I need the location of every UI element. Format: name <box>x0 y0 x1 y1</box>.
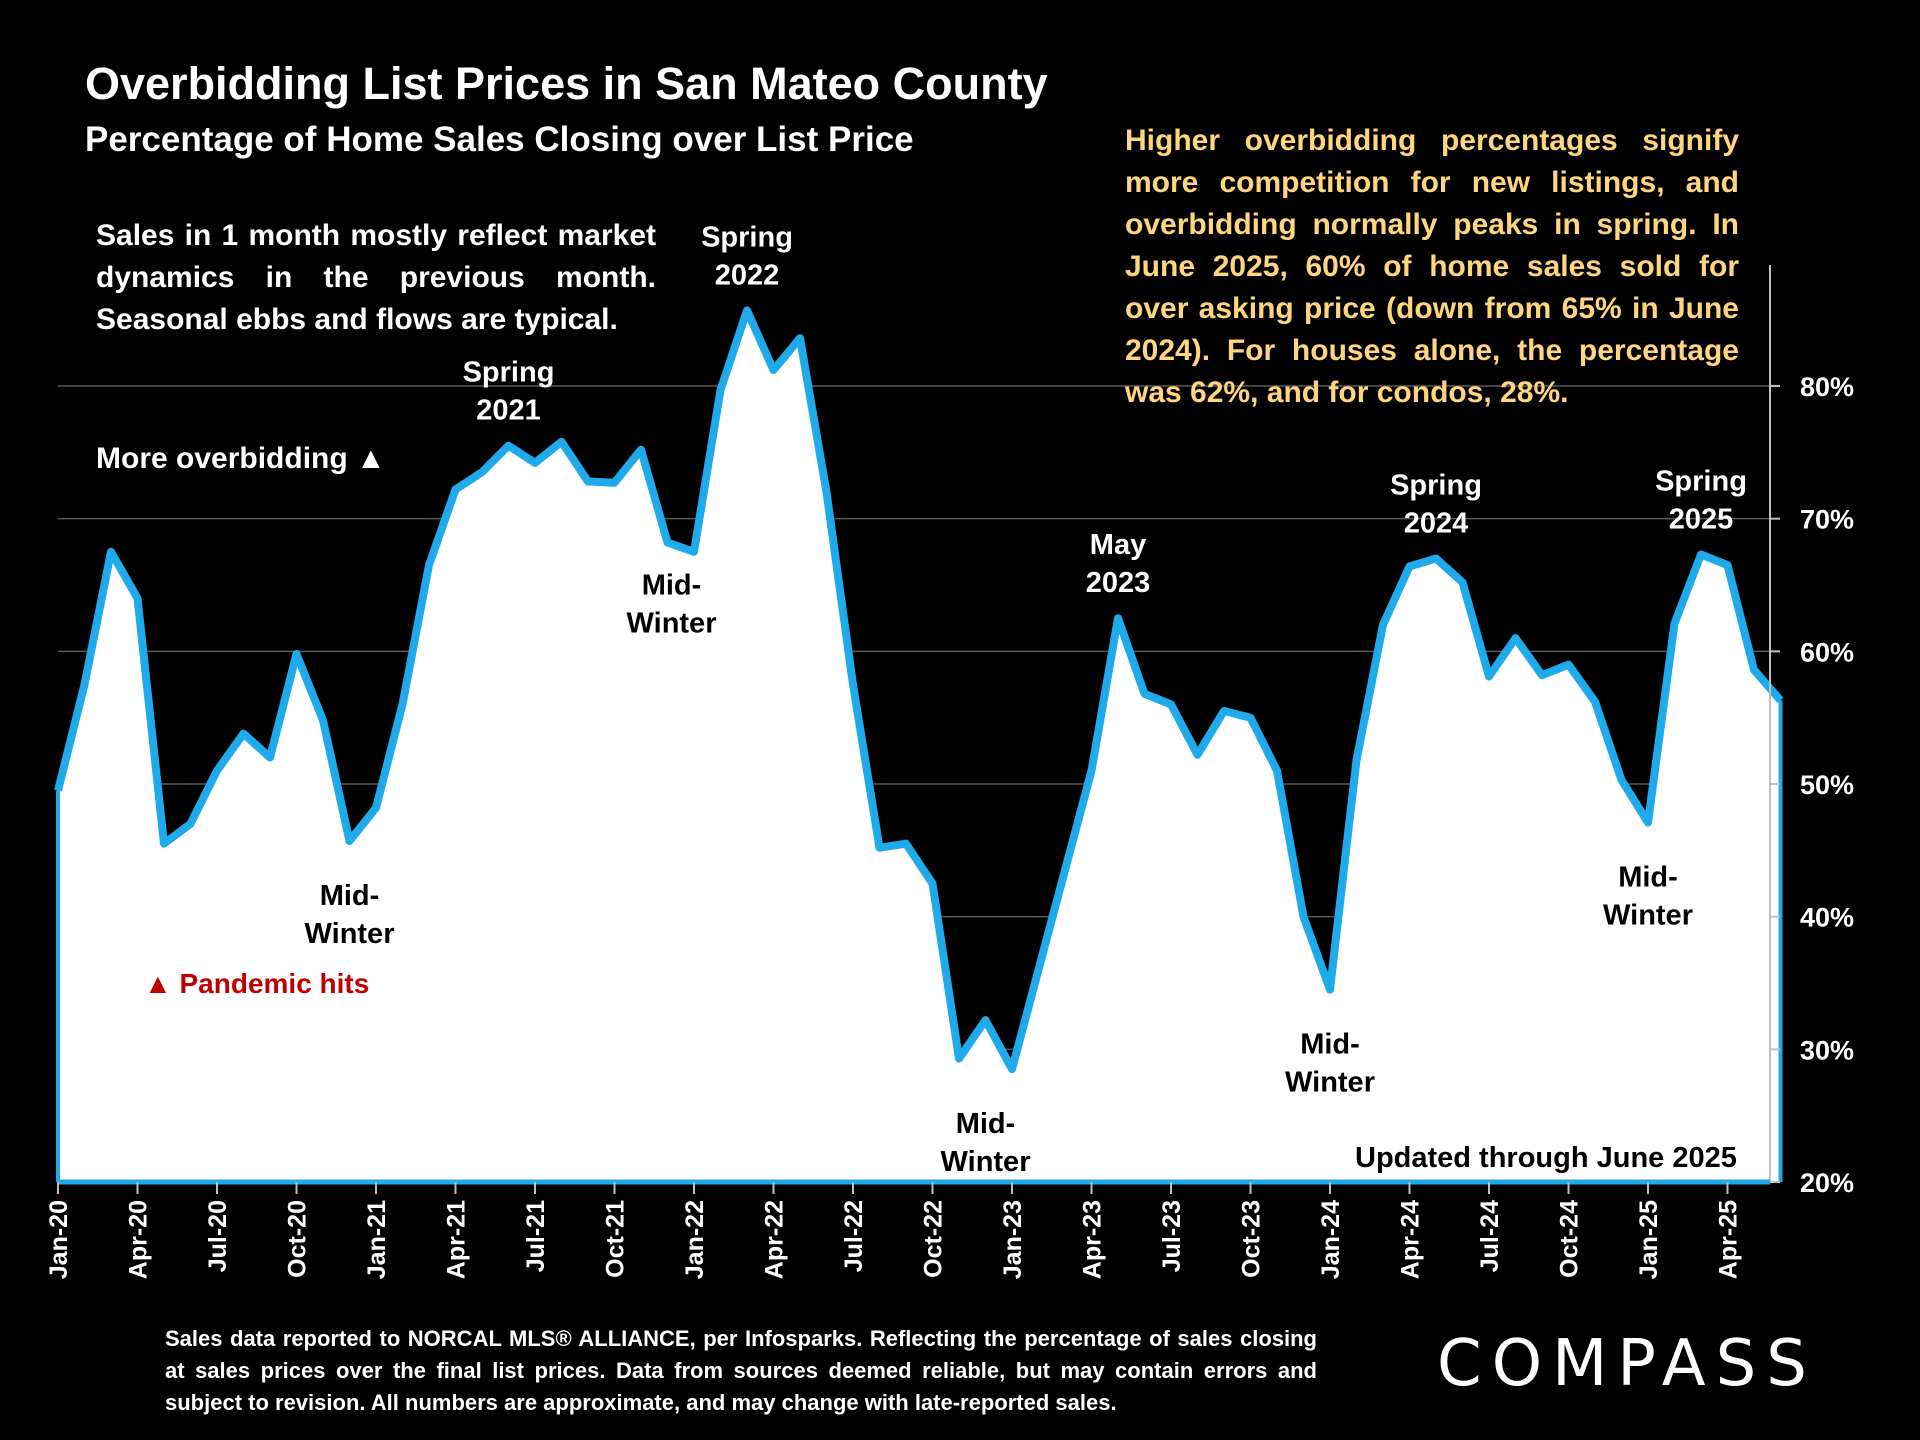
period-label: Mid- Winter <box>305 880 395 950</box>
x-tick-label: Apr-23 <box>1079 1200 1107 1279</box>
period-label: Spring 2021 <box>463 357 555 427</box>
chart-title: Overbidding List Prices in San Mateo Cou… <box>85 58 1048 109</box>
x-tick-label: Apr-25 <box>1715 1200 1743 1279</box>
y-tick-label: 30% <box>1800 1035 1854 1065</box>
x-tick-label: Oct-23 <box>1238 1200 1266 1278</box>
x-tick-label: Apr-22 <box>761 1200 789 1279</box>
x-tick-label: Apr-24 <box>1397 1200 1425 1279</box>
y-tick-labels: 20% 30% 40% 50% 60% 70% 80% <box>1770 372 1854 1198</box>
period-label-line: Mid- <box>642 570 702 602</box>
period-label-line: 2022 <box>715 259 780 291</box>
series-line <box>54 306 1784 1074</box>
y-tick-label: 60% <box>1800 637 1854 667</box>
period-label-line: 2025 <box>1669 503 1734 535</box>
period-label: Mid- Winter <box>627 570 717 640</box>
period-label-line: Mid- <box>320 880 380 912</box>
period-label-line: Spring <box>1655 465 1747 497</box>
period-label-line: Mid- <box>956 1108 1016 1140</box>
period-label: Spring 2022 <box>701 221 793 291</box>
period-label-line: Spring <box>463 357 555 389</box>
x-tick-label: Jan-21 <box>363 1200 391 1279</box>
period-label: Mid- Winter <box>941 1108 1031 1178</box>
market-dynamics-note: Sales in 1 month mostly reflect market d… <box>96 219 656 336</box>
period-label-line: Mid- <box>1618 861 1678 893</box>
period-label-line: Winter <box>1285 1067 1375 1099</box>
x-tick-label: Oct-20 <box>284 1200 312 1278</box>
x-tick-label: Apr-21 <box>443 1200 471 1279</box>
x-tick-label: Oct-22 <box>920 1200 948 1278</box>
compass-logo: COMPASS <box>1437 1327 1817 1401</box>
period-label-line: May <box>1090 529 1146 561</box>
y-tick-label: 80% <box>1800 372 1854 402</box>
x-tick-label: Jul-24 <box>1476 1200 1504 1272</box>
x-tick-label: Jan-22 <box>681 1200 709 1279</box>
area-fill <box>58 310 1781 1182</box>
overbidding-commentary: Higher overbidding percentages signify m… <box>1125 124 1739 409</box>
period-label-line: Winter <box>941 1146 1031 1178</box>
y-tick-label: 20% <box>1800 1168 1854 1198</box>
x-tick-label: Oct-21 <box>602 1200 630 1278</box>
updated-through-label: Updated through June 2025 <box>1355 1142 1737 1174</box>
pandemic-label: ▲ Pandemic hits <box>144 968 370 999</box>
period-label: Spring 2025 <box>1655 465 1747 535</box>
x-tick-label: Jan-24 <box>1317 1200 1345 1279</box>
period-label: May 2023 <box>1086 529 1151 599</box>
x-tick-label: Jan-25 <box>1635 1200 1663 1279</box>
period-label-line: 2023 <box>1086 567 1151 599</box>
period-label: Mid- Winter <box>1603 861 1693 931</box>
source-footnote: Sales data reported to NORCAL MLS® ALLIA… <box>165 1326 1317 1415</box>
period-label-line: 2024 <box>1404 507 1469 539</box>
chart-subtitle: Percentage of Home Sales Closing over Li… <box>85 120 914 159</box>
x-tick-label: Jan-20 <box>45 1200 73 1279</box>
period-label: Mid- Winter <box>1285 1029 1375 1099</box>
x-tick-labels: Jan-20 Apr-20 Jul-20 Oct-20 Jan-21 Apr-21 Jul-… <box>45 1182 1743 1279</box>
x-tick-label: Jul-20 <box>204 1200 232 1272</box>
period-label-line: Winter <box>305 918 395 950</box>
x-tick-label: Oct-24 <box>1556 1200 1584 1278</box>
period-label-line: Winter <box>1603 899 1693 931</box>
x-tick-label: Jul-21 <box>522 1200 550 1272</box>
x-tick-label: Jul-22 <box>840 1200 868 1272</box>
period-label-line: Mid- <box>1300 1029 1360 1061</box>
more-overbidding-label: More overbidding ▲ <box>96 442 386 475</box>
y-tick-label: 50% <box>1800 770 1854 800</box>
x-tick-label: Apr-20 <box>125 1200 153 1279</box>
x-tick-label: Jul-23 <box>1158 1200 1186 1272</box>
period-annotations: Spring 2021 Spring 2022 Mid- Winter Mid- Winter… <box>305 221 1747 1178</box>
y-tick-label: 40% <box>1800 903 1854 933</box>
period-label-line: Spring <box>701 221 793 253</box>
period-label-line: Spring <box>1390 469 1482 501</box>
x-tick-label: Jan-23 <box>999 1200 1027 1279</box>
y-tick-label: 70% <box>1800 505 1854 535</box>
period-label-line: Winter <box>627 608 717 640</box>
period-label: Spring 2024 <box>1390 469 1482 539</box>
period-label-line: 2021 <box>476 395 541 427</box>
